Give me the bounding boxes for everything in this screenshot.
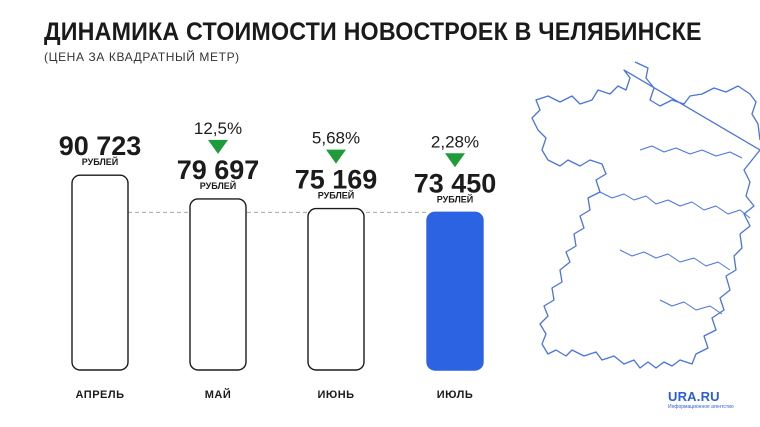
change-label: 5,68% xyxy=(312,129,360,148)
region-outline-inner xyxy=(599,145,751,315)
bar xyxy=(307,207,365,371)
ura-logo: URA.RU Информационное агентство xyxy=(668,389,734,410)
change-label: 12,5% xyxy=(194,119,242,138)
category-label: ИЮНЬ xyxy=(317,389,354,401)
bar xyxy=(71,174,129,371)
logo-tagline: Информационное агентство xyxy=(668,404,734,410)
change-label: 2,28% xyxy=(431,132,479,151)
down-arrow-icon xyxy=(208,139,228,154)
bar xyxy=(426,211,484,371)
unit-label: РУБЛЕЙ xyxy=(82,156,119,167)
value-label: 73 450 xyxy=(414,168,497,198)
category-label: АПРЕЛЬ xyxy=(75,389,124,401)
value-label: 79 697 xyxy=(177,155,260,185)
category-label: ИЮЛЬ xyxy=(437,389,473,401)
chart-subtitle: (ЦЕНА ЗА КВАДРАТНЫЙ МЕТР) xyxy=(44,50,240,64)
logo-name: URA.RU xyxy=(668,389,720,404)
value-label: 90 723 xyxy=(59,131,142,161)
down-arrow-icon xyxy=(445,153,465,168)
unit-label: РУБЛЕЙ xyxy=(200,180,237,191)
chart-title: ДИНАМИКА СТОИМОСТИ НОВОСТРОЕК В ЧЕЛЯБИНС… xyxy=(44,18,702,46)
value-label: 75 169 xyxy=(295,165,378,195)
region-outline xyxy=(531,61,760,369)
category-label: МАЙ xyxy=(205,388,232,401)
bar xyxy=(189,198,247,371)
chelyabinsk-region-map xyxy=(531,61,760,369)
bars-group xyxy=(71,174,484,371)
unit-label: РУБЛЕЙ xyxy=(437,193,474,204)
down-arrow-icon xyxy=(326,149,346,164)
unit-label: РУБЛЕЙ xyxy=(318,190,355,201)
